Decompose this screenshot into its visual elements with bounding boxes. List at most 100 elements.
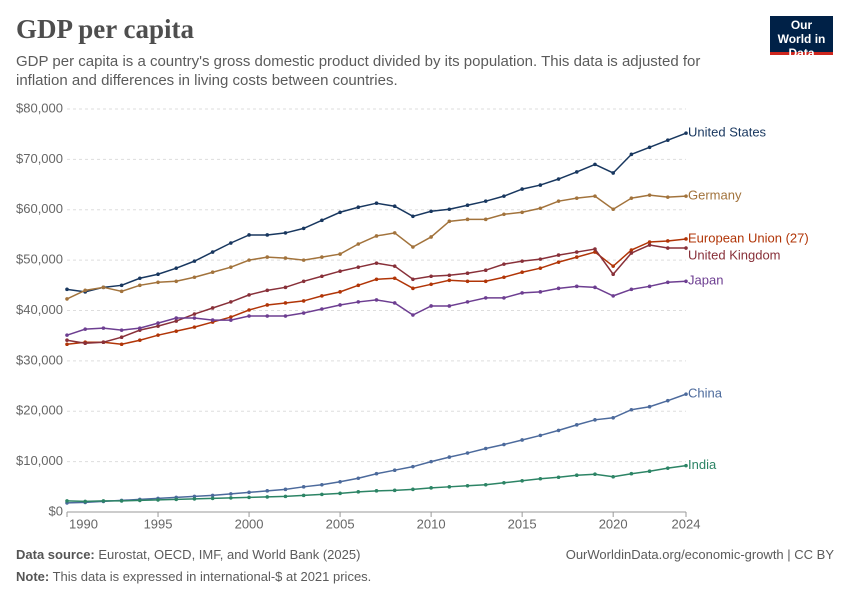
- data-point: [138, 498, 142, 503]
- data-point: [338, 210, 342, 215]
- data-point: [247, 314, 251, 318]
- data-point: [174, 279, 179, 284]
- data-point: [210, 306, 215, 310]
- data-point: [538, 476, 543, 481]
- data-point: [283, 487, 288, 492]
- data-point: [374, 471, 379, 476]
- data-point: [192, 259, 197, 263]
- data-point: [429, 274, 433, 279]
- data-point: [465, 484, 470, 488]
- data-point: [684, 279, 688, 284]
- data-point: [356, 205, 361, 210]
- y-tick-label: $40,000: [16, 302, 63, 317]
- data-point: [174, 316, 179, 320]
- series-line: [66, 464, 687, 503]
- data-point: [465, 451, 470, 455]
- series-label: United Kingdom: [688, 247, 781, 262]
- data-point: [647, 284, 652, 289]
- title: GDP per capita: [16, 14, 194, 44]
- data-point: [229, 300, 233, 304]
- y-tick-label: $60,000: [16, 201, 63, 216]
- data-point: [538, 266, 543, 270]
- data-point: [502, 275, 506, 280]
- data-point: [629, 248, 634, 252]
- data-point: [520, 210, 524, 215]
- data-point: [411, 245, 415, 249]
- data-point: [429, 304, 433, 308]
- data-point: [192, 494, 197, 499]
- logo-text[interactable]: Our World in Data: [777, 18, 826, 60]
- data-point: [320, 218, 324, 223]
- data-point: [65, 338, 69, 343]
- x-tick-label: 2000: [235, 516, 264, 531]
- url[interactable]: OurWorldinData.org/economic-growth | CC …: [565, 547, 834, 562]
- data-point: [556, 253, 561, 257]
- data-point: [520, 270, 524, 275]
- source-text: Eurostat, OECD, IMF, and World Bank (202…: [98, 547, 361, 562]
- data-point: [483, 217, 488, 222]
- data-point: [629, 407, 634, 412]
- data-point: [447, 278, 452, 283]
- data-point: [374, 277, 379, 282]
- source-label: Data source:: [16, 547, 95, 562]
- data-point: [629, 196, 634, 200]
- logo[interactable]: Our World in Data: [770, 16, 833, 60]
- data-point: [229, 492, 233, 496]
- data-point: [574, 423, 579, 427]
- data-point: [629, 251, 634, 255]
- data-point: [556, 177, 561, 181]
- x-tick-label: 2005: [326, 516, 355, 531]
- data-point: [174, 497, 179, 502]
- y-tick-label: $70,000: [16, 151, 63, 166]
- series-label: Japan: [688, 273, 723, 288]
- data-point: [392, 276, 397, 281]
- data-point: [556, 475, 561, 480]
- series-label: China: [688, 386, 723, 401]
- data-point: [502, 480, 506, 485]
- data-point: [356, 265, 361, 269]
- data-point: [429, 282, 433, 287]
- x-tick-label: 2024: [672, 516, 701, 531]
- data-point: [647, 145, 652, 150]
- x-tick-label: 2020: [599, 516, 628, 531]
- data-point: [265, 314, 270, 318]
- data-point: [119, 283, 124, 288]
- data-point: [483, 296, 488, 300]
- data-point: [483, 482, 488, 487]
- data-point: [156, 324, 160, 328]
- data-point: [429, 459, 433, 464]
- data-point: [265, 255, 270, 259]
- data-point: [138, 326, 142, 330]
- data-point: [138, 276, 142, 281]
- data-point: [174, 329, 179, 333]
- data-point: [229, 496, 233, 500]
- data-point: [647, 243, 652, 247]
- data-point: [502, 262, 506, 266]
- series-label: European Union (27): [688, 230, 809, 245]
- data-point: [192, 497, 197, 501]
- data-point: [392, 468, 397, 472]
- y-tick-label: $0: [49, 503, 63, 518]
- data-point: [593, 418, 597, 422]
- data-point: [593, 162, 597, 167]
- data-point: [665, 239, 670, 243]
- data-point: [411, 313, 415, 317]
- series-line: [66, 238, 687, 346]
- data-point: [265, 495, 270, 499]
- y-tick-label: $10,000: [16, 453, 63, 468]
- data-point: [684, 194, 688, 198]
- series-line: [66, 280, 687, 336]
- data-point: [447, 273, 452, 278]
- data-point: [574, 284, 579, 289]
- data-point: [301, 279, 306, 284]
- data-point: [65, 297, 69, 301]
- data-point: [210, 496, 215, 501]
- y-tick-label: $50,000: [16, 252, 63, 267]
- data-point: [465, 217, 470, 222]
- data-point: [647, 404, 652, 409]
- data-point: [265, 233, 270, 237]
- data-point: [665, 195, 670, 199]
- data-point: [338, 303, 342, 307]
- data-point: [83, 341, 88, 346]
